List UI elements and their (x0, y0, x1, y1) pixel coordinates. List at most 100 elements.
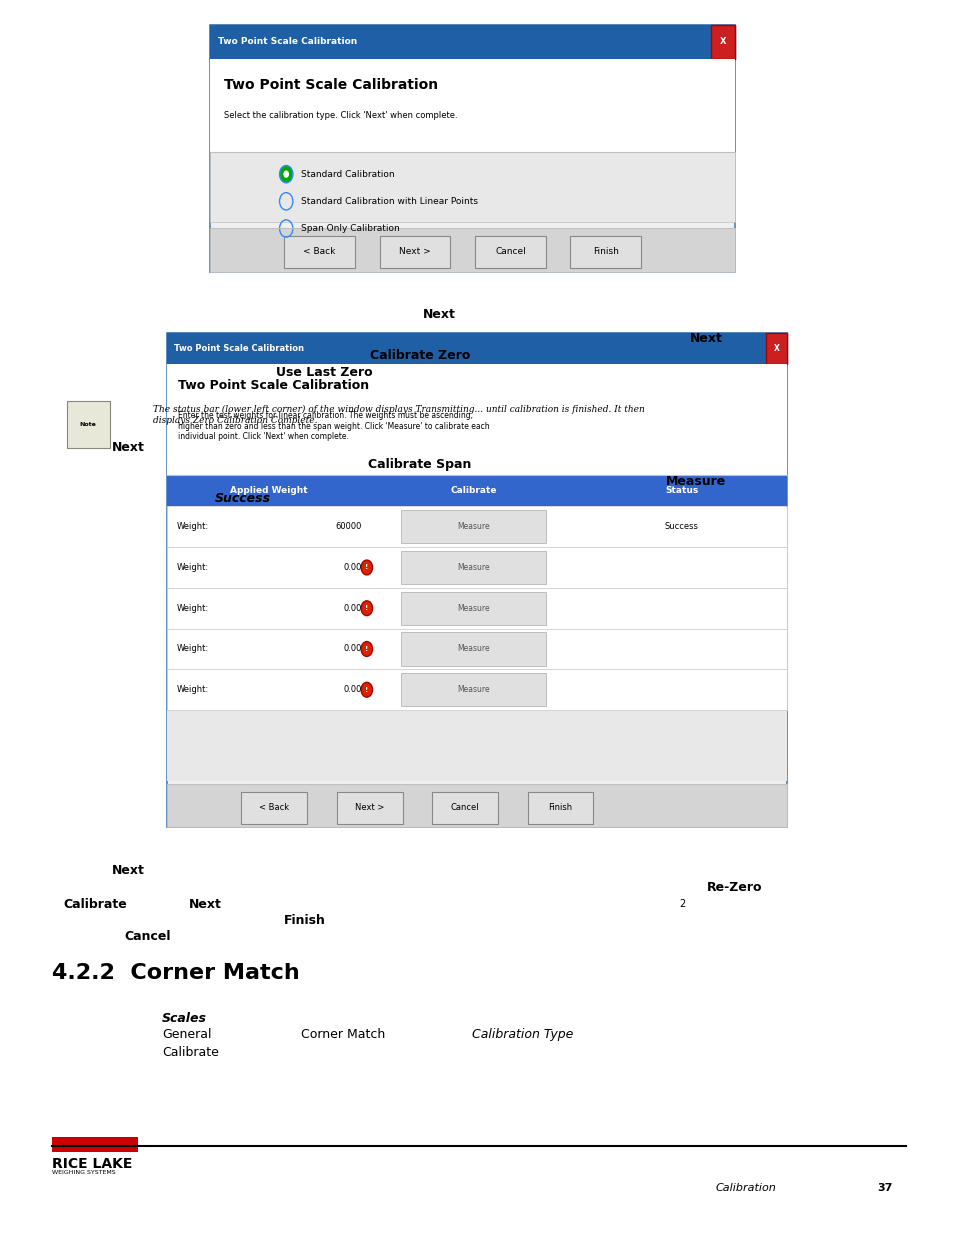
Text: Next: Next (189, 898, 221, 910)
Text: WEIGHING SYSTEMS: WEIGHING SYSTEMS (52, 1170, 116, 1174)
FancyBboxPatch shape (401, 510, 546, 543)
Bar (167, 588, 786, 629)
FancyBboxPatch shape (284, 236, 355, 268)
FancyBboxPatch shape (401, 592, 546, 625)
Text: 0.00: 0.00 (343, 645, 361, 653)
Text: Calibrate: Calibrate (64, 898, 127, 910)
Bar (167, 475, 786, 506)
Text: Standard Calibration with Linear Points: Standard Calibration with Linear Points (300, 196, 477, 206)
Text: 37: 37 (877, 1183, 892, 1193)
Text: Calibration Type: Calibration Type (472, 1029, 573, 1041)
Text: Next >: Next > (355, 803, 384, 813)
Circle shape (279, 165, 293, 183)
Text: Calibrate: Calibrate (162, 1046, 219, 1058)
Bar (167, 710, 786, 781)
Text: Note: Note (79, 422, 96, 427)
Text: Re-Zero: Re-Zero (706, 882, 761, 894)
Text: 2: 2 (679, 899, 684, 909)
Circle shape (360, 601, 373, 616)
Text: The status bar (lower left corner) of the window displays Transmitting... until : The status bar (lower left corner) of th… (152, 405, 643, 425)
Text: !: ! (365, 646, 368, 652)
Text: Finish: Finish (548, 803, 572, 813)
Circle shape (360, 642, 373, 657)
Bar (710, 25, 734, 59)
Text: < Back: < Back (303, 247, 335, 257)
Bar (52, 1137, 138, 1152)
FancyBboxPatch shape (167, 333, 786, 827)
Bar (167, 364, 786, 475)
Text: Cancel: Cancel (450, 803, 479, 813)
Text: Finish: Finish (592, 247, 618, 257)
FancyBboxPatch shape (401, 673, 546, 706)
Bar (167, 333, 786, 364)
Text: !: ! (365, 605, 368, 611)
Text: Weight:: Weight: (176, 563, 209, 572)
Text: Enter the test weights for linear calibration. The weights must be ascending,
hi: Enter the test weights for linear calibr… (178, 411, 490, 441)
Text: 0.00: 0.00 (343, 563, 361, 572)
Text: Success: Success (215, 493, 271, 505)
Text: Measure: Measure (457, 563, 490, 572)
FancyBboxPatch shape (241, 792, 307, 824)
Text: Corner Match: Corner Match (300, 1029, 384, 1041)
Text: Measure: Measure (457, 604, 490, 613)
Text: Cancel: Cancel (125, 930, 171, 942)
Text: Weight:: Weight: (176, 645, 209, 653)
Bar (210, 25, 734, 59)
Text: Next >: Next > (398, 247, 431, 257)
Text: 4.2.2  Corner Match: 4.2.2 Corner Match (52, 963, 300, 983)
Text: 0.00: 0.00 (343, 604, 361, 613)
Circle shape (360, 683, 373, 697)
Text: General: General (162, 1029, 212, 1041)
Text: RICE LAKE: RICE LAKE (52, 1157, 132, 1171)
FancyBboxPatch shape (401, 551, 546, 584)
FancyBboxPatch shape (570, 236, 640, 268)
Bar (67, 401, 110, 448)
Text: X: X (720, 37, 725, 47)
Text: Span Only Calibration: Span Only Calibration (300, 224, 399, 233)
Bar (167, 784, 786, 827)
Text: 0.00: 0.00 (343, 685, 361, 694)
Text: Next: Next (112, 864, 145, 877)
Text: Measure: Measure (457, 522, 490, 531)
Text: Status: Status (664, 487, 698, 495)
Circle shape (283, 170, 289, 178)
Text: Scales: Scales (162, 1013, 207, 1025)
Bar (167, 629, 786, 669)
FancyBboxPatch shape (336, 792, 402, 824)
Text: Weight:: Weight: (176, 685, 209, 694)
Text: Two Point Scale Calibration: Two Point Scale Calibration (224, 78, 437, 91)
FancyBboxPatch shape (401, 632, 546, 666)
FancyBboxPatch shape (432, 792, 497, 824)
Text: Next: Next (689, 332, 721, 345)
Bar (765, 333, 786, 364)
Text: Standard Calibration: Standard Calibration (300, 169, 394, 179)
Text: Measure: Measure (457, 685, 490, 694)
FancyBboxPatch shape (210, 25, 734, 272)
Bar (167, 669, 786, 710)
Text: 60000: 60000 (335, 522, 361, 531)
Text: Measure: Measure (457, 645, 490, 653)
Text: Two Point Scale Calibration: Two Point Scale Calibration (217, 37, 356, 47)
FancyBboxPatch shape (475, 236, 545, 268)
Bar (167, 506, 786, 547)
Text: < Back: < Back (259, 803, 289, 813)
Text: !: ! (365, 687, 368, 693)
Bar (210, 152, 734, 222)
Text: Calibrate Zero: Calibrate Zero (369, 350, 470, 362)
Text: Weight:: Weight: (176, 604, 209, 613)
Text: !: ! (365, 564, 368, 571)
Text: Calibrate: Calibrate (450, 487, 497, 495)
Text: Use Last Zero: Use Last Zero (275, 367, 373, 379)
Text: X: X (773, 345, 779, 353)
Text: Calibrate Span: Calibrate Span (368, 458, 471, 471)
Text: Measure: Measure (665, 475, 726, 488)
Text: Select the calibration type. Click 'Next' when complete.: Select the calibration type. Click 'Next… (224, 111, 457, 120)
Bar (167, 547, 786, 588)
Circle shape (360, 561, 373, 576)
Bar (210, 228, 734, 272)
Text: Applied Weight: Applied Weight (231, 487, 308, 495)
FancyBboxPatch shape (379, 236, 450, 268)
Text: Calibration: Calibration (715, 1183, 776, 1193)
Text: Weight:: Weight: (176, 522, 209, 531)
Text: Success: Success (664, 522, 698, 531)
